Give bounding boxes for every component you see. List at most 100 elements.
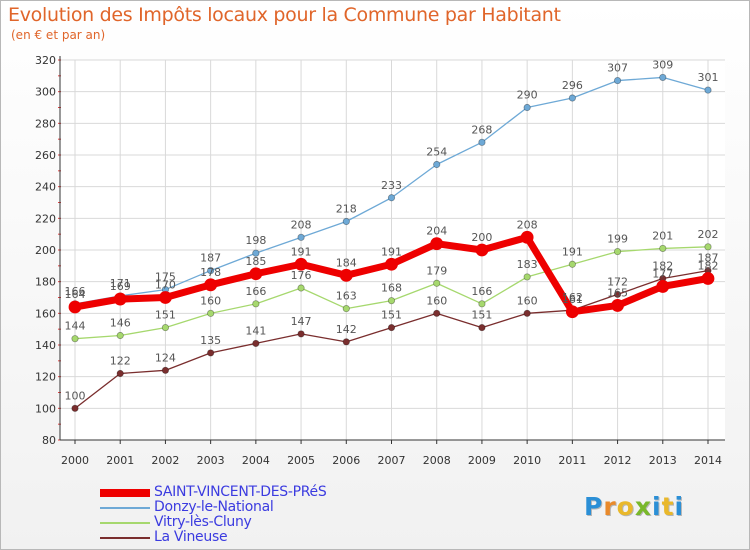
data-label: 179	[426, 264, 447, 277]
data-label: 185	[245, 255, 266, 268]
data-point	[385, 257, 398, 271]
data-label: 290	[517, 89, 538, 102]
x-tick-label: 2014	[694, 454, 722, 467]
x-tick-label: 2007	[378, 454, 406, 467]
x-tick-label: 2004	[242, 454, 270, 467]
data-label: 296	[562, 79, 583, 92]
data-point	[478, 138, 486, 146]
data-point	[568, 260, 576, 268]
data-label: 160	[200, 294, 221, 307]
x-tick-label: 2002	[151, 454, 179, 467]
x-tick-label: 2011	[558, 454, 586, 467]
data-label: 170	[155, 279, 176, 292]
data-point	[387, 323, 396, 332]
data-point	[520, 230, 534, 244]
x-tick-label: 2013	[649, 454, 677, 467]
data-point	[613, 76, 622, 85]
data-label: 142	[336, 323, 357, 336]
y-tick-label: 100	[35, 402, 56, 415]
data-point	[704, 86, 712, 94]
data-label: 187	[698, 252, 719, 265]
data-label: 183	[517, 258, 538, 271]
data-label: 151	[155, 309, 176, 322]
data-point	[68, 300, 82, 314]
data-label: 309	[652, 58, 673, 71]
data-label: 166	[245, 285, 266, 298]
data-point	[475, 243, 489, 257]
data-point	[523, 273, 531, 281]
chart-subtitle: (en € et par an)	[11, 28, 106, 42]
y-tick-label: 160	[35, 307, 56, 320]
data-label: 182	[698, 260, 719, 273]
data-label: 171	[110, 277, 131, 290]
legend-swatch	[100, 507, 150, 509]
data-point	[433, 279, 441, 287]
data-label: 177	[652, 267, 673, 280]
x-tick-label: 2006	[332, 454, 360, 467]
data-point	[297, 233, 305, 241]
data-label: 166	[65, 285, 86, 298]
data-label: 164	[65, 288, 86, 301]
y-tick-label: 140	[35, 339, 56, 352]
data-label: 172	[607, 275, 628, 288]
data-label: 135	[200, 334, 221, 347]
data-label: 202	[698, 228, 719, 241]
data-label: 166	[471, 285, 492, 298]
axes	[58, 56, 725, 444]
data-point	[433, 160, 441, 169]
y-tick-label: 120	[35, 371, 56, 384]
data-label: 124	[155, 351, 176, 364]
legend-swatch	[100, 489, 150, 497]
data-point	[659, 244, 667, 253]
data-point	[71, 335, 79, 343]
line-chart: 80 100 120 140 160 180 200 220 240 260 280 300 320 20…	[35, 54, 725, 467]
data-point	[161, 323, 170, 332]
data-point	[430, 237, 444, 251]
y-tick-label: 180	[35, 276, 56, 289]
x-tick-label: 2012	[604, 454, 632, 467]
data-point	[387, 297, 396, 305]
data-point	[113, 292, 127, 306]
data-label: 161	[562, 293, 583, 306]
data-point	[207, 309, 215, 317]
legend-label: Vitry-lès-Cluny	[154, 514, 252, 530]
data-point	[433, 309, 441, 317]
data-point	[613, 247, 622, 256]
y-tick-label: 200	[35, 244, 56, 257]
data-point	[252, 249, 260, 257]
data-point	[252, 339, 260, 348]
data-point	[116, 331, 124, 340]
data-label: 165	[607, 286, 628, 299]
data-label: 122	[110, 355, 131, 368]
data-label: 163	[336, 290, 357, 303]
data-point	[659, 73, 667, 82]
data-label: 168	[381, 282, 402, 295]
y-tick-label: 320	[35, 54, 56, 67]
data-point	[523, 309, 531, 317]
data-point	[342, 217, 350, 226]
data-label: 182	[652, 260, 673, 273]
y-tick-label: 240	[35, 181, 56, 194]
legend-swatch	[100, 537, 150, 539]
x-tick-label: 2003	[197, 454, 225, 467]
data-label: 201	[652, 229, 673, 242]
data-point	[478, 323, 486, 332]
data-point	[207, 266, 215, 275]
proxiti-logo: Proxiti	[584, 492, 685, 521]
data-label: 175	[155, 271, 176, 284]
x-tick-label: 2008	[423, 454, 451, 467]
chart-title: Evolution des Impôts locaux pour la Comm…	[8, 4, 561, 26]
data-label: 191	[381, 245, 402, 258]
y-tick-label: 80	[42, 434, 56, 447]
data-label: 268	[471, 123, 492, 136]
data-label: 218	[336, 203, 357, 216]
data-point	[297, 330, 305, 338]
data-label: 307	[607, 62, 628, 75]
data-label: 204	[426, 225, 447, 238]
data-point	[704, 243, 712, 251]
data-point	[207, 349, 215, 357]
data-label: 208	[517, 218, 538, 231]
y-tick-label: 260	[35, 149, 56, 162]
legend-label: Donzy-le-National	[154, 499, 274, 515]
data-label: 160	[426, 294, 447, 307]
